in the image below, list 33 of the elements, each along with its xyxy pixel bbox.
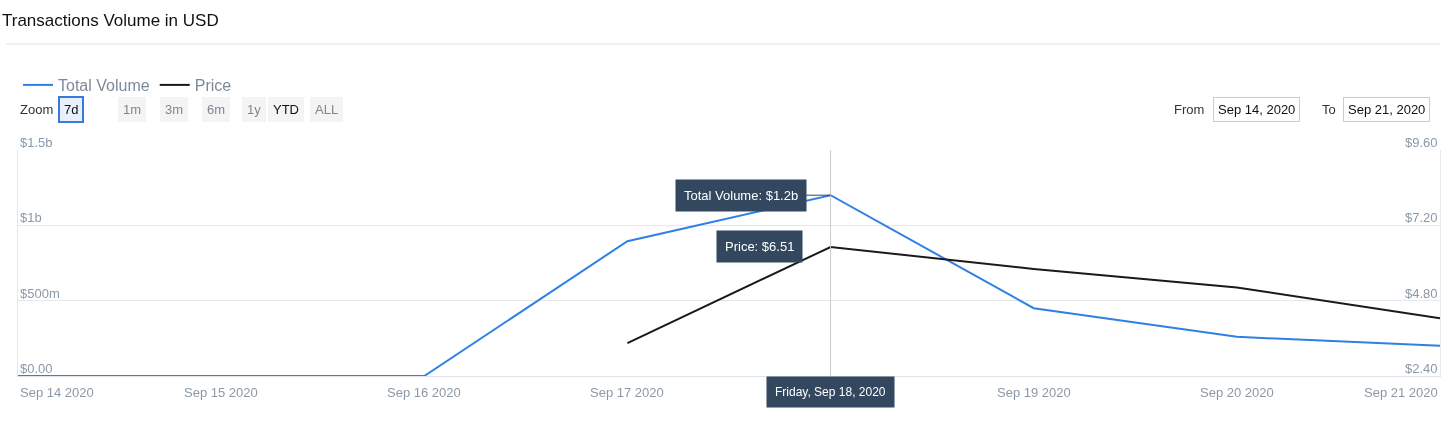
text: ALL <box>315 102 339 117</box>
legend-label: Total Volume <box>58 77 150 95</box>
y2-tick-label: $7.20 <box>1405 210 1438 225</box>
y2-tick-label: $2.40 <box>1405 361 1438 376</box>
y2-tick-label: $9.60 <box>1405 135 1438 150</box>
text: Sep 21, 2020 <box>1348 102 1426 117</box>
y2-tick-label: $4.80 <box>1405 286 1438 301</box>
chart-title: Transactions Volume in USD <box>2 11 219 30</box>
text: YTD <box>273 102 299 117</box>
y-tick-label: $1b <box>20 210 42 225</box>
x-tick-label: Sep 15 2020 <box>184 385 258 400</box>
text: 7d <box>64 102 79 117</box>
annotation: Price: $6.51 <box>725 239 795 254</box>
x-tick-label: Sep 17 2020 <box>590 385 664 400</box>
x-tick-label: Sep 16 2020 <box>387 385 461 400</box>
legend-label: Price <box>194 77 232 95</box>
y-tick-label: $500m <box>20 286 60 301</box>
text: To <box>1322 102 1336 117</box>
text: Zoom <box>20 102 54 117</box>
y-tick-label: $0.00 <box>20 361 53 376</box>
x-tick-label: Sep 20 2020 <box>1200 385 1274 400</box>
annotation: Total Volume: $1.2b <box>684 188 799 203</box>
text: From <box>1174 102 1205 117</box>
x-tick-label: Sep 14 2020 <box>20 385 94 400</box>
text: 3m <box>165 102 184 117</box>
x-tick-label: Sep 19 2020 <box>997 385 1071 400</box>
text: 6m <box>207 102 226 117</box>
ref-line-label: Friday, Sep 18, 2020 <box>775 385 886 399</box>
text: 1m <box>123 102 142 117</box>
text: 1y <box>247 102 262 117</box>
x-tick-label: Sep 21 2020 <box>1364 385 1438 400</box>
y-tick-label: $1.5b <box>20 135 53 150</box>
text: Sep 14, 2020 <box>1218 102 1296 117</box>
